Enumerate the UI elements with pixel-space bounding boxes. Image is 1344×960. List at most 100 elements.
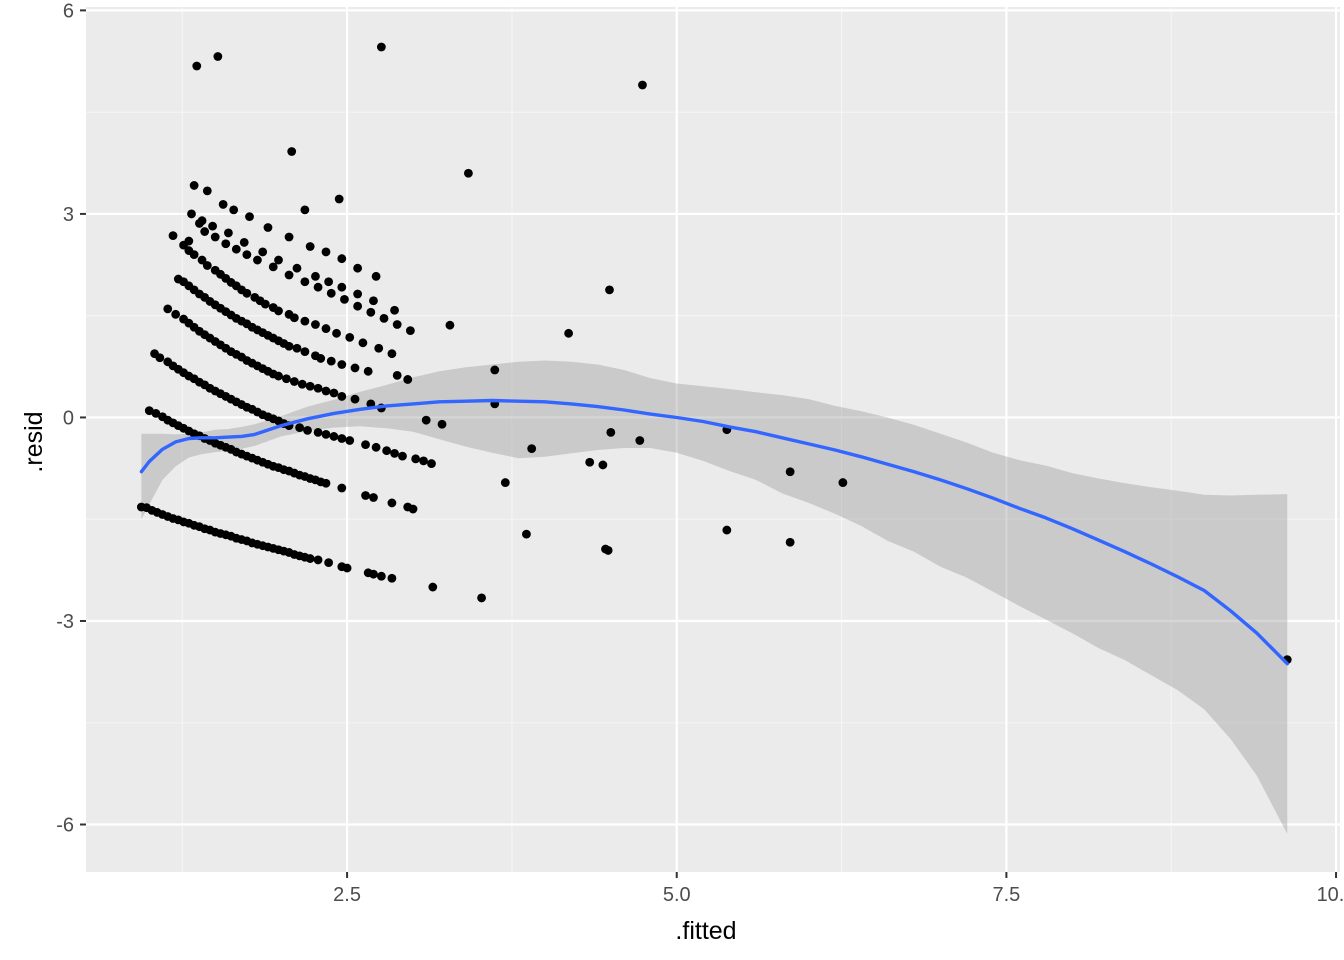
data-point: [287, 147, 297, 156]
data-point: [289, 313, 299, 323]
data-point: [337, 434, 347, 443]
data-point: [361, 491, 370, 500]
data-point: [353, 263, 363, 273]
data-point: [387, 349, 397, 359]
y-tick-label: -6: [56, 815, 74, 837]
data-point: [260, 299, 270, 309]
data-point: [353, 289, 363, 299]
data-point: [300, 347, 310, 357]
data-point: [332, 328, 341, 338]
data-point: [300, 205, 310, 215]
data-point: [144, 406, 154, 416]
data-point: [289, 377, 299, 386]
data-point: [387, 573, 397, 583]
data-point: [218, 200, 228, 209]
data-point: [411, 454, 421, 464]
data-point: [635, 436, 645, 445]
data-point: [606, 427, 616, 437]
data-point: [463, 168, 473, 178]
data-point: [202, 261, 212, 270]
data-point: [300, 277, 310, 287]
data-point: [361, 440, 370, 449]
data-point: [350, 363, 360, 373]
y-tick-label: -3: [56, 611, 74, 633]
data-point: [321, 324, 331, 333]
data-point: [345, 436, 355, 445]
data-point: [350, 394, 360, 404]
data-point: [321, 247, 331, 257]
data-point: [376, 571, 386, 581]
smooth-line: [139, 398, 1290, 666]
data-point: [358, 338, 368, 348]
scatter-points: [136, 42, 1292, 665]
data-point: [313, 282, 323, 292]
data-point: [490, 365, 500, 375]
data-point: [253, 255, 262, 265]
y-tick-label: 3: [63, 204, 74, 226]
x-tick-label: 7.5: [992, 884, 1020, 906]
data-point: [268, 262, 278, 272]
data-point: [284, 341, 294, 351]
data-point: [605, 285, 614, 295]
data-point: [197, 216, 207, 226]
confidence-band: [141, 360, 1288, 834]
data-point: [189, 181, 199, 190]
data-point: [382, 446, 392, 456]
data-point: [340, 295, 349, 304]
data-point: [284, 232, 294, 242]
data-point: [722, 525, 732, 535]
data-point: [329, 388, 339, 398]
y-tick-label: 6: [63, 0, 74, 22]
data-point: [224, 228, 233, 238]
data-point: [192, 61, 202, 71]
data-point: [208, 221, 217, 231]
data-point: [221, 239, 231, 249]
data-point: [284, 270, 294, 280]
data-point: [305, 242, 315, 251]
data-point: [585, 457, 595, 467]
data-point: [398, 451, 407, 461]
data-point: [603, 546, 613, 555]
data-point: [295, 423, 305, 433]
data-point: [184, 236, 194, 246]
data-point: [168, 231, 178, 241]
x-axis-title: .fitted: [675, 917, 736, 945]
data-point: [342, 563, 352, 573]
data-point: [321, 386, 331, 396]
data-point: [376, 42, 386, 52]
data-point: [263, 223, 273, 232]
data-point: [292, 263, 302, 273]
data-point: [405, 326, 415, 336]
data-point: [366, 307, 376, 317]
data-point: [305, 554, 315, 563]
data-point: [282, 374, 291, 384]
data-point: [316, 354, 326, 363]
data-point: [274, 255, 283, 265]
data-point: [242, 288, 252, 298]
data-point: [274, 306, 283, 316]
data-point: [379, 314, 389, 323]
data-point: [300, 316, 310, 326]
grid-lines: [86, 7, 1340, 872]
data-point: [313, 555, 323, 565]
data-point: [371, 271, 381, 281]
data-point: [311, 271, 320, 281]
data-point: [785, 537, 795, 547]
data-point: [785, 467, 795, 477]
data-point: [353, 301, 363, 311]
y-axis-title: .resid: [20, 411, 48, 472]
data-point: [171, 309, 181, 319]
data-point: [437, 419, 447, 429]
data-point: [390, 305, 399, 315]
data-point: [369, 296, 378, 306]
data-point: [292, 343, 302, 353]
data-point: [371, 442, 381, 452]
data-point: [197, 255, 207, 265]
data-point: [403, 375, 413, 384]
data-point: [337, 282, 347, 292]
x-tick-label: 5.0: [663, 884, 691, 906]
data-point: [313, 383, 323, 393]
data-point: [337, 483, 347, 493]
data-point: [337, 254, 347, 264]
